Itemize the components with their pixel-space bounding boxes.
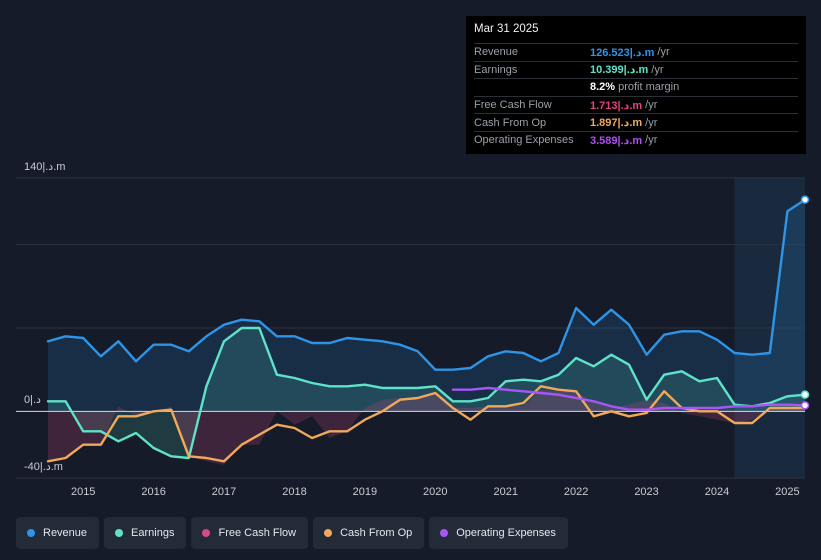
free-cash-flow-area [48, 389, 805, 465]
tooltip-row-unit: /yr [645, 134, 658, 147]
tooltip-row-unit: profit margin [618, 81, 680, 94]
revenue-end-marker [800, 195, 810, 204]
tooltip-row-value: 1.897|.د.m [590, 117, 643, 130]
tooltip-row: Operating Expenses 3.589|.د.m/yr [474, 130, 798, 149]
tooltip-row-label: Cash From Op [474, 116, 547, 129]
tooltip-row-unit: /yr [645, 116, 658, 129]
x-tick-label: 2025 [775, 486, 799, 498]
y-axis-zero-label: 0|.د [24, 394, 41, 406]
x-tick-label: 2020 [423, 486, 447, 498]
x-tick-label: 2019 [353, 486, 377, 498]
legend-item-free-cash-flow[interactable]: Free Cash Flow [191, 517, 309, 549]
y-axis-top-label: 140|.د.m [24, 161, 65, 173]
x-tick-label: 2018 [282, 486, 306, 498]
legend-dot-icon [440, 529, 449, 537]
x-tick-label: 2022 [564, 486, 588, 498]
tooltip-row-unit: /yr [657, 46, 670, 59]
tooltip-row: 8.2% profit margin [474, 78, 798, 96]
legend-label: Cash From Op [340, 527, 413, 539]
tooltip-row-label: Free Cash Flow [474, 99, 552, 112]
legend-dot-icon [27, 529, 35, 537]
operating-expenses-end-marker [800, 401, 810, 410]
x-tick-label: 2016 [141, 486, 165, 498]
x-tick-label: 2017 [212, 486, 236, 498]
legend-dot-icon [324, 529, 333, 537]
earnings-area [48, 328, 805, 458]
tooltip-row-unit: /yr [645, 99, 658, 112]
legend-item-earnings[interactable]: Earnings [104, 517, 187, 549]
legend-label: Operating Expenses [456, 527, 556, 539]
tooltip-row: Revenue 126.523|.د.m/yr [474, 43, 798, 61]
tooltip-row-value: 1.713|.د.m [590, 99, 643, 112]
legend-item-cash-from-op[interactable]: Cash From Op [313, 517, 425, 549]
x-tick-label: 2024 [705, 486, 729, 498]
legend-label: Revenue [43, 527, 88, 539]
tooltip-row: Free Cash Flow 1.713|.د.m/yr [474, 95, 798, 114]
earnings-line [46, 326, 807, 460]
x-tick-label: 2015 [71, 486, 95, 498]
legend-item-operating-expenses[interactable]: Operating Expenses [429, 517, 568, 549]
tooltip-row-label: Earnings [474, 63, 518, 76]
chart-legend: Revenue Earnings Free Cash Flow Cash From O… [16, 517, 568, 549]
legend-dot-icon [202, 529, 211, 537]
legend-label: Free Cash Flow [218, 527, 297, 539]
tooltip-date: Mar 31 2025 [474, 23, 539, 35]
legend-dot-icon [115, 529, 124, 537]
tooltip-row: Cash From Op 1.897|.د.m/yr [474, 113, 798, 131]
tooltip-row-value: 8.2% [590, 81, 616, 94]
tooltip-panel: Mar 31 2025 Revenue 126.523|.د.m/yr Earnin… [466, 16, 806, 154]
tooltip-row-value: 3.589|.د.m [590, 134, 643, 147]
legend-item-revenue[interactable]: Revenue [16, 517, 100, 549]
revenue-line [46, 198, 807, 371]
cash-from-op-line [46, 385, 807, 463]
operating-expenses-line [451, 386, 807, 411]
tooltip-row-label: Operating Expenses [474, 134, 574, 147]
tooltip-row-value: 126.523|.د.m [590, 46, 655, 59]
earnings-end-marker [800, 390, 810, 399]
x-tick-label: 2023 [634, 486, 658, 498]
x-tick-label: 2021 [493, 486, 517, 498]
tooltip-rows: Revenue 126.523|.د.m/yr Earnings 10.399|.د.… [474, 43, 798, 149]
tooltip-row-label: Revenue [474, 46, 519, 59]
tooltip-row: Earnings 10.399|.د.m/yr [474, 60, 798, 79]
tooltip-row-unit: /yr [651, 63, 664, 76]
y-axis-bottom-label: -40|.د.m [24, 461, 63, 473]
tooltip-row-value: 10.399|.د.m [590, 64, 649, 77]
legend-label: Earnings [131, 527, 175, 539]
